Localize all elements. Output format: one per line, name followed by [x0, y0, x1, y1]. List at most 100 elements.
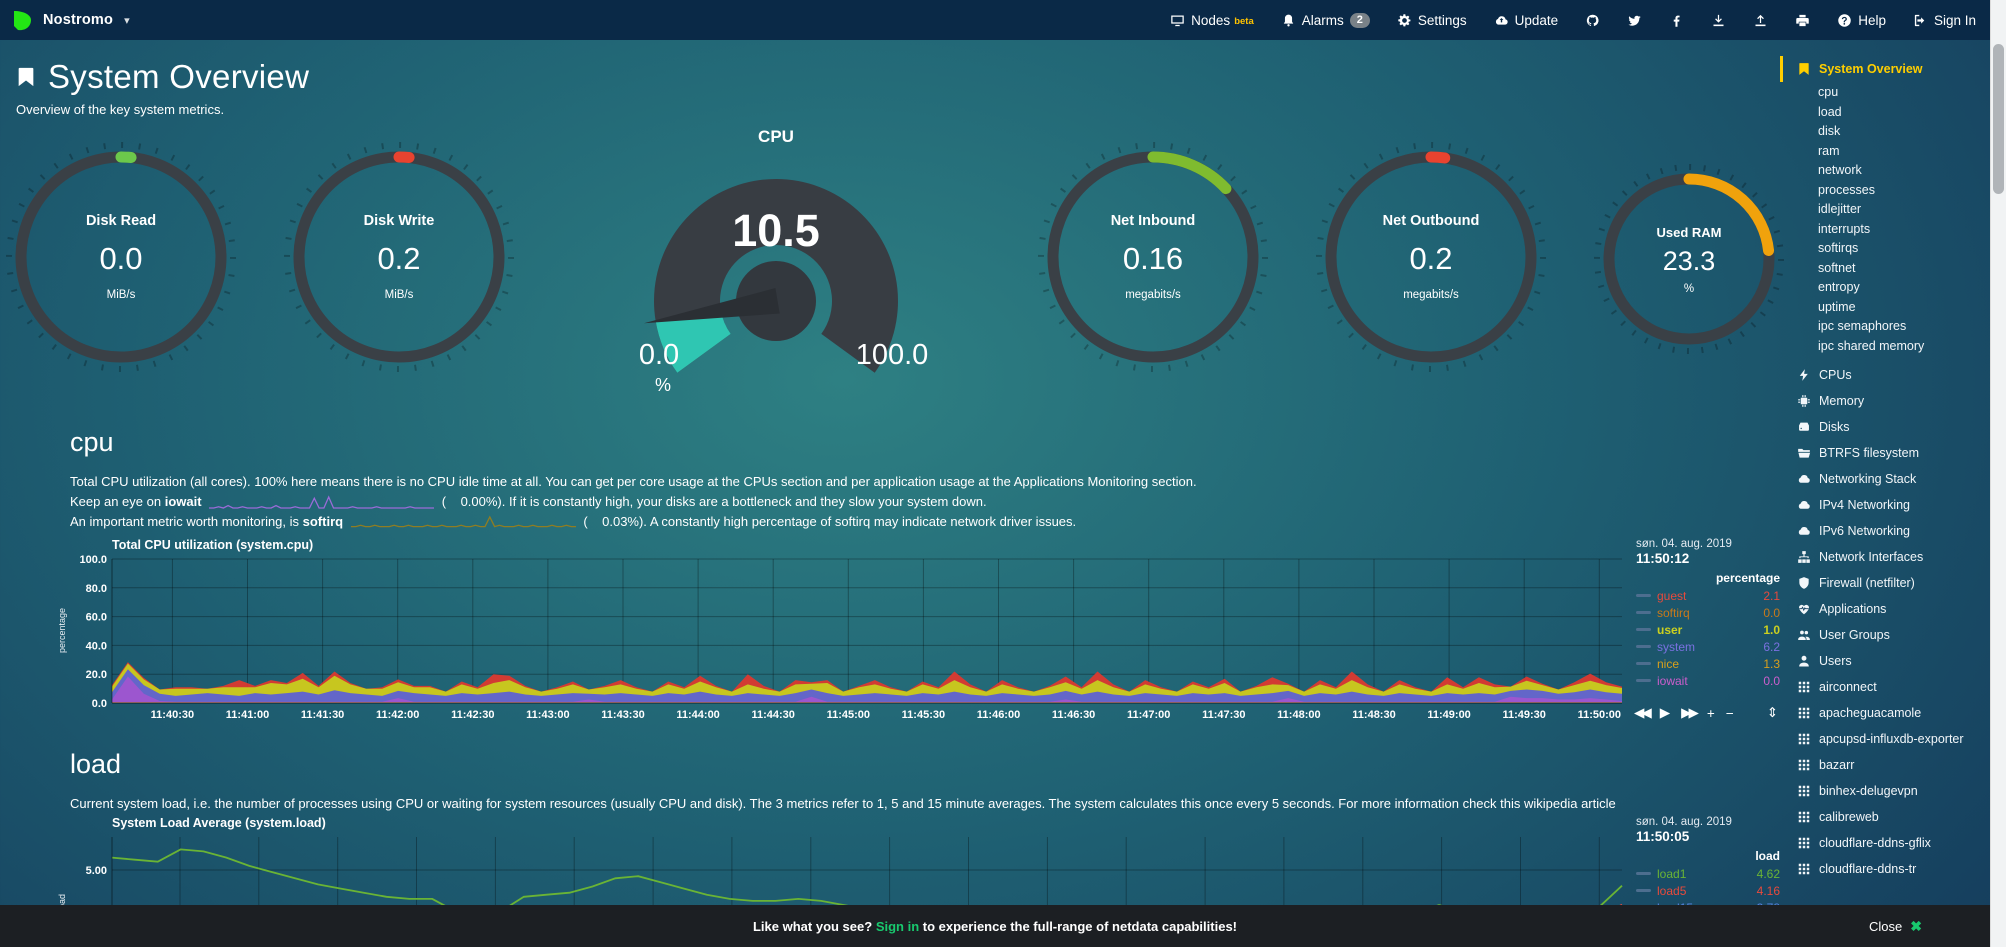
nodes-button[interactable]: Nodes beta: [1170, 13, 1254, 28]
sidebar-item-uptime[interactable]: uptime: [1818, 299, 1856, 314]
cpu-gauge-value: 10.5: [732, 205, 820, 256]
chart-resize-handle[interactable]: ⇕: [1766, 705, 1778, 720]
cpu-desc-line2: Keep an eye on iowait ( 0.00%). If it is…: [70, 494, 987, 510]
iowait-sparkline: [209, 495, 435, 510]
twitter-button[interactable]: [1627, 13, 1642, 28]
sidebar-item-airconnect[interactable]: airconnect: [1790, 674, 1986, 700]
sidebar-item-memory[interactable]: Memory: [1790, 388, 1986, 414]
net-outbound-gauge[interactable]: Net Outbound 0.2 megabits/s: [1315, 141, 1547, 373]
disk-read-gauge[interactable]: Disk Read 0.0 MiB/s: [5, 141, 237, 373]
grid-icon: [1797, 862, 1811, 876]
sidebar-item-cpu[interactable]: cpu: [1818, 85, 1839, 99]
cpu-gauge[interactable]: CPU 10.5 0.0 100.0 %: [561, 127, 991, 401]
sidebar-item-users[interactable]: Users: [1790, 648, 1986, 674]
signin-button[interactable]: Sign In: [1913, 13, 1976, 28]
import-button[interactable]: [1711, 13, 1726, 28]
chart-play-button[interactable]: ▶: [1659, 705, 1671, 720]
cpu-chart-ylabel: percentage: [57, 607, 67, 654]
sidebar-item-binhex-delugevpn[interactable]: binhex-delugevpn: [1790, 778, 1986, 804]
update-button[interactable]: Update: [1494, 13, 1558, 28]
svg-text:40.0: 40.0: [86, 640, 107, 652]
sidebar-item-btrfs[interactable]: BTRFS filesystem: [1790, 440, 1986, 466]
bookmark-icon: [1797, 62, 1811, 76]
sidebar-item-load[interactable]: load: [1818, 104, 1842, 119]
chart-forward-button[interactable]: ▶▶: [1681, 705, 1699, 720]
gauge-unit: MiB/s: [384, 289, 414, 301]
load-section-heading: load: [70, 749, 122, 779]
facebook-button[interactable]: [1669, 13, 1684, 28]
legend-row-system[interactable]: system 6.2: [1636, 638, 1780, 655]
sidebar-item-ipv4[interactable]: IPv4 Networking: [1790, 492, 1986, 518]
alarms-label: Alarms: [1301, 12, 1344, 28]
sidebar-item-softirqs[interactable]: softirqs: [1818, 241, 1859, 255]
legend-swatch: [1636, 644, 1651, 649]
gauge-value: 0.2: [1409, 241, 1453, 276]
svg-text:0.0: 0.0: [92, 698, 107, 710]
github-button[interactable]: [1585, 13, 1600, 28]
legend-row-guest[interactable]: guest 2.1: [1636, 587, 1780, 604]
disk-write-gauge[interactable]: Disk Write 0.2 MiB/s: [283, 141, 515, 373]
help-button[interactable]: Help: [1837, 13, 1886, 28]
sidebar-item-entropy[interactable]: entropy: [1818, 280, 1860, 294]
sidebar-item-firewall[interactable]: Firewall (netfilter): [1790, 570, 1986, 596]
used-ram-gauge[interactable]: Used RAM 23.3 %: [1593, 163, 1785, 355]
legend-row-load1[interactable]: load1 4.62: [1636, 865, 1780, 882]
scrollbar-thumb[interactable]: [1993, 44, 2004, 194]
sidebar-item-ipc-shared-memory[interactable]: ipc shared memory: [1818, 338, 1925, 353]
cpu-chart-title: Total CPU utilization (system.cpu): [112, 538, 314, 552]
svg-text:11:44:30: 11:44:30: [751, 709, 794, 721]
sidebar-item-ipv6[interactable]: IPv6 Networking: [1790, 518, 1986, 544]
sidebar-item-system-overview[interactable]: System Overview: [1780, 56, 1986, 82]
sidebar-item-cpus[interactable]: CPUs: [1790, 362, 1986, 388]
svg-text:80.0: 80.0: [86, 583, 107, 595]
gauge-value: 0.0: [99, 241, 143, 276]
bookmark-icon: [15, 63, 37, 91]
settings-button[interactable]: Settings: [1397, 13, 1467, 28]
legend-row-iowait[interactable]: iowait 0.0: [1636, 672, 1780, 689]
banner-close-button[interactable]: Close ✖: [1869, 918, 1922, 935]
legend-row-softirq[interactable]: softirq 0.0: [1636, 604, 1780, 621]
legend-swatch: [1636, 593, 1651, 598]
load-chart-title: System Load Average (system.load): [112, 816, 326, 830]
sidebar-item-user-groups[interactable]: User Groups: [1790, 622, 1986, 648]
sidebar-item-ram[interactable]: ram: [1818, 143, 1840, 158]
page-scrollbar[interactable]: [1990, 0, 2006, 947]
chart-zoom-out-button[interactable]: −: [1725, 705, 1734, 721]
sidebar-item-interrupts[interactable]: interrupts: [1818, 221, 1871, 236]
svg-text:11:41:30: 11:41:30: [301, 709, 344, 721]
hostname: Nostromo: [43, 12, 114, 28]
sidebar-item-softnet[interactable]: softnet: [1818, 260, 1856, 275]
svg-text:20.0: 20.0: [86, 669, 107, 681]
export-button[interactable]: [1753, 13, 1768, 28]
sidebar-item-bazarr[interactable]: bazarr: [1790, 752, 1986, 778]
chart-zoom-in-button[interactable]: +: [1706, 705, 1715, 721]
sidebar-item-applications[interactable]: Applications: [1790, 596, 1986, 622]
svg-text:11:48:00: 11:48:00: [1277, 709, 1320, 721]
net-inbound-gauge[interactable]: Net Inbound 0.16 megabits/s: [1037, 141, 1269, 373]
sidebar-item-disk[interactable]: disk: [1818, 124, 1841, 138]
sidebar-item-ipc-semaphores[interactable]: ipc semaphores: [1818, 319, 1907, 333]
sidebar-item-idlejitter[interactable]: idlejitter: [1818, 202, 1862, 216]
help-label: Help: [1858, 12, 1886, 28]
legend-row-nice[interactable]: nice 1.3: [1636, 655, 1780, 672]
chart-rewind-button[interactable]: ◀◀: [1634, 705, 1652, 720]
sidebar-item-calibreweb[interactable]: calibreweb: [1790, 804, 1986, 830]
sidebar-item-apacheguacamole[interactable]: apacheguacamole: [1790, 700, 1986, 726]
legend-row-load5[interactable]: load5 4.16: [1636, 882, 1780, 899]
node-selector[interactable]: Nostromo ▾: [10, 8, 130, 32]
sidebar-item-processes[interactable]: processes: [1818, 182, 1875, 197]
sidebar-item-cloudflare-ddns-tr[interactable]: cloudflare-ddns-tr: [1790, 856, 1986, 882]
alarms-button[interactable]: Alarms 2: [1281, 12, 1370, 28]
sidebar-item-networking-stack[interactable]: Networking Stack: [1790, 466, 1986, 492]
sidebar-item-disks[interactable]: Disks: [1790, 414, 1986, 440]
banner-signin-link[interactable]: Sign in: [875, 918, 920, 934]
sidebar-item-network[interactable]: network: [1818, 163, 1862, 177]
legend-row-user[interactable]: user 1.0: [1636, 621, 1780, 638]
sidebar-item-apcupsd[interactable]: apcupsd-influxdb-exporter: [1790, 726, 1986, 752]
print-button[interactable]: [1795, 13, 1810, 28]
cpu-chart-canvas[interactable]: 0.0 20.0 40.0 60.0 80.0 100.0 11:40:30 11:41:00…: [70, 553, 1628, 723]
alarms-count-badge: 2: [1349, 12, 1370, 28]
sidebar-item-network-interfaces[interactable]: Network Interfaces: [1790, 544, 1986, 570]
sidebar-item-cloudflare-ddns-gflix[interactable]: cloudflare-ddns-gflix: [1790, 830, 1986, 856]
legend-date: søn. 04. aug. 2019: [1636, 538, 1732, 550]
